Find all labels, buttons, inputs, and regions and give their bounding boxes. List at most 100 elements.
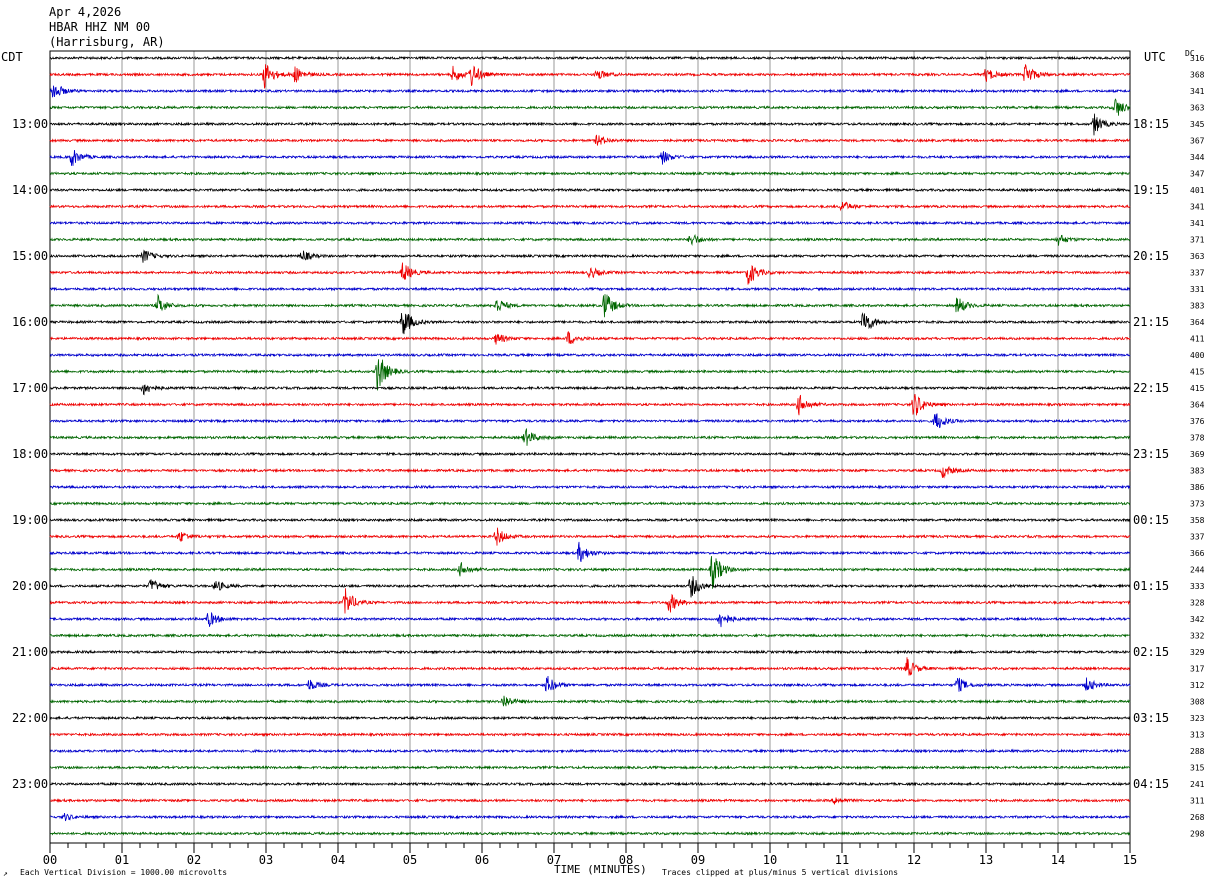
dc-offset-value: 369 <box>1190 450 1205 459</box>
x-tick-label: 01 <box>115 853 129 867</box>
seismic-trace-row <box>49 715 1131 721</box>
seismic-trace-row <box>49 359 1131 391</box>
seismic-trace-row <box>49 748 1131 754</box>
left-hour-label: 23:00 <box>12 777 48 791</box>
x-tick-label: 15 <box>1123 853 1137 867</box>
seismic-trace-row <box>49 201 1131 212</box>
dc-offset-value: 363 <box>1190 252 1205 261</box>
dc-offset-value: 323 <box>1190 714 1205 723</box>
dc-offset-value: 329 <box>1190 648 1205 657</box>
dc-offset-value: 342 <box>1190 615 1205 624</box>
dc-offset-value: 383 <box>1190 467 1205 476</box>
seismic-trace-row <box>49 781 1131 787</box>
left-hour-label: 15:00 <box>12 249 48 263</box>
seismic-trace-row <box>49 286 1131 292</box>
dc-offset-value: 383 <box>1190 302 1205 311</box>
dc-offset-value: 411 <box>1190 335 1205 344</box>
dc-offset-value: 401 <box>1190 186 1205 195</box>
seismic-trace-row <box>49 813 1131 822</box>
seismic-trace-row <box>49 576 1131 598</box>
left-hour-label: 21:00 <box>12 645 48 659</box>
dc-offset-value: 366 <box>1190 549 1205 558</box>
right-hour-label: 19:15 <box>1133 183 1169 197</box>
seismic-trace-row <box>49 64 1131 89</box>
seismic-trace-row <box>49 657 1130 676</box>
dc-offset-value: 341 <box>1190 203 1205 212</box>
x-tick-label: 05 <box>403 853 417 867</box>
dc-header-label: DC <box>1185 49 1195 58</box>
dc-offset-value: 345 <box>1190 120 1205 129</box>
right-hour-label: 21:15 <box>1133 315 1169 329</box>
plot-date: Apr 4,2026 <box>49 5 121 19</box>
right-hour-label: 03:15 <box>1133 711 1169 725</box>
dc-offset-value: 337 <box>1190 269 1205 278</box>
dc-offset-value: 331 <box>1190 285 1205 294</box>
clip-note: Traces clipped at plus/minus 5 vertical … <box>662 868 898 877</box>
right-hour-label: 20:15 <box>1133 249 1169 263</box>
dc-offset-value: 337 <box>1190 533 1205 542</box>
x-tick-label: 12 <box>907 853 921 867</box>
dc-offset-value: 371 <box>1190 236 1205 245</box>
x-tick-label: 02 <box>187 853 201 867</box>
dc-offset-value: 312 <box>1190 681 1205 690</box>
dc-offset-value: 358 <box>1190 516 1205 525</box>
seismic-trace-row <box>49 541 1131 563</box>
seismic-trace-row <box>49 134 1130 146</box>
x-tick-label: 11 <box>835 853 849 867</box>
dc-offset-value: 313 <box>1190 731 1205 740</box>
plot-frame <box>49 50 1131 844</box>
seismic-trace-row <box>49 113 1131 136</box>
seismic-trace-row <box>49 675 1131 692</box>
seismic-trace-row <box>49 384 1131 396</box>
seismic-trace-row <box>49 394 1131 416</box>
seismic-trace-row <box>49 632 1131 639</box>
x-axis-title: TIME (MINUTES) <box>554 863 647 876</box>
dc-offset-value: 378 <box>1190 434 1205 443</box>
station-id: HBAR HHZ NM 00 <box>49 20 150 34</box>
dc-offset-value: 317 <box>1190 665 1205 674</box>
seismic-trace-row <box>49 527 1131 546</box>
x-tick-label: 09 <box>691 853 705 867</box>
dc-offset-value: 386 <box>1190 483 1205 492</box>
right-hour-label: 18:15 <box>1133 117 1169 131</box>
seismic-trace-row <box>49 98 1131 116</box>
left-hour-label: 14:00 <box>12 183 48 197</box>
seismic-trace-row <box>49 517 1131 523</box>
dc-offset-value: 376 <box>1190 417 1205 426</box>
seismic-trace-row <box>49 612 1131 628</box>
right-hour-label: 02:15 <box>1133 645 1169 659</box>
dc-offset-value: 268 <box>1190 813 1205 822</box>
x-tick-label: 04 <box>331 853 345 867</box>
dc-offset-value: 244 <box>1190 566 1205 575</box>
left-hour-label: 20:00 <box>12 579 48 593</box>
seismic-trace-row <box>49 649 1131 655</box>
seismic-trace-row <box>49 764 1131 771</box>
station-location: (Harrisburg, AR) <box>49 35 165 49</box>
seismic-trace-row <box>49 556 1131 589</box>
grid-lines <box>49 50 1131 844</box>
x-tick-label: 06 <box>475 853 489 867</box>
seismic-trace-row <box>49 500 1131 507</box>
seismic-trace-row <box>49 413 1131 429</box>
dc-offset-value: 288 <box>1190 747 1205 756</box>
dc-offset-value: 373 <box>1190 500 1205 509</box>
hour-label-group: 13:00 14:00 15:00 16:00 17:00 18:00 19:00 20:00… <box>12 117 1169 791</box>
right-hour-label: 01:15 <box>1133 579 1169 593</box>
left-hour-label: 18:00 <box>12 447 48 461</box>
seismic-trace-row <box>49 695 1131 707</box>
x-tick-label: 00 <box>43 853 57 867</box>
vertical-scale-note: Each Vertical Division = 1000.00 microvo… <box>20 868 227 877</box>
seismic-trace-row <box>49 588 1131 614</box>
dc-offset-value: 344 <box>1190 153 1205 162</box>
dc-offset-value: 332 <box>1190 632 1205 641</box>
dc-offset-value: 341 <box>1190 87 1205 96</box>
x-tick-label: 08 <box>619 853 633 867</box>
trace-group <box>49 55 1131 837</box>
corner-mark: ↗ <box>3 869 8 878</box>
seismic-trace-row <box>49 484 1131 490</box>
dc-offset-value: 415 <box>1190 368 1205 377</box>
seismic-trace-row <box>49 220 1131 226</box>
dc-offset-value: 298 <box>1190 830 1205 839</box>
right-hour-label: 00:15 <box>1133 513 1169 527</box>
x-tick-label: 13 <box>979 853 993 867</box>
